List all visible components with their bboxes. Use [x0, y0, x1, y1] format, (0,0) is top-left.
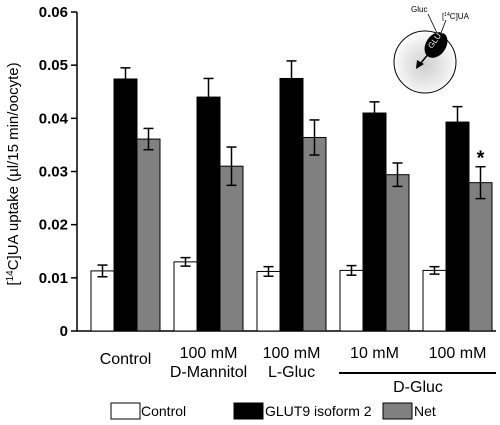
- error-bar-net-0: [143, 127, 154, 151]
- legend-swatch-control: [110, 402, 141, 420]
- category-label: 100 mM: [429, 345, 487, 362]
- y-axis-label: [14C]UA uptake (µl/15 min/oocyte): [5, 62, 23, 285]
- y-ticks: 0 0.01 0.02 0.03 0.04 0.05 0.06: [39, 4, 77, 340]
- legend-label-control: Control: [141, 403, 186, 419]
- error-bar-control-2: [263, 265, 274, 277]
- y-tick-label: 0.06: [39, 4, 68, 21]
- y-axis-label-pre: [: [5, 281, 22, 286]
- legend-item-glut9: GLUT9 isoform 2: [233, 402, 372, 420]
- legend-item-control: Control: [110, 402, 186, 420]
- bar-net-2: [302, 136, 327, 332]
- bar-glut9-4: [445, 121, 470, 332]
- error-bar-net-2: [309, 119, 320, 156]
- inset-ua-sup: 14: [444, 12, 450, 18]
- error-bar-net-1: [226, 146, 237, 187]
- category-labels: Control 100 mM D-Mannitol 100 mM L-Gluc 10 mM…: [100, 345, 487, 381]
- error-bar-glut9-2: [286, 60, 297, 97]
- error-bars: [97, 60, 486, 278]
- legend-label-net: Net: [414, 403, 436, 419]
- legend-swatch-net: [382, 402, 413, 420]
- category-label-line2: L-Gluc: [268, 364, 315, 381]
- y-tick-label: 0.02: [39, 217, 68, 234]
- bar-glut9-0: [113, 78, 138, 332]
- annotations: *: [477, 148, 485, 170]
- gluc-arrow: [427, 13, 438, 34]
- category-label-line1: 100 mM: [263, 345, 321, 362]
- error-bar-glut9-3: [369, 101, 380, 125]
- y-tick-label: 0.05: [39, 57, 68, 74]
- error-bar-net-4: [475, 165, 486, 200]
- bar-control-0: [90, 270, 115, 332]
- error-bar-control-0: [97, 264, 108, 278]
- category-label-line1: 100 mM: [180, 345, 238, 362]
- legend: Control GLUT9 isoform 2 Net: [110, 402, 436, 420]
- error-bar-control-4: [429, 265, 440, 275]
- bar-control-4: [422, 269, 447, 332]
- y-axis-label-post: C]UA uptake (µl/15 min/oocyte): [5, 62, 22, 270]
- bars: [90, 77, 493, 332]
- y-axis-label-sup: 14: [5, 270, 16, 282]
- error-bar-glut9-1: [203, 77, 214, 117]
- legend-swatch-glut9: [233, 402, 264, 420]
- inset-schematic: GLUT9 Gluc [14C]UA: [393, 5, 470, 94]
- legend-label-glut9: GLUT9 isoform 2: [265, 403, 372, 419]
- bar-control-1: [173, 261, 198, 332]
- y-tick-label: 0.01: [39, 270, 68, 287]
- bar-glut9-1: [196, 96, 221, 332]
- category-label: 10 mM: [350, 345, 399, 362]
- group-label: D-Gluc: [393, 379, 443, 396]
- error-bar-control-3: [346, 264, 357, 276]
- bar-glut9-3: [362, 112, 387, 332]
- legend-item-net: Net: [382, 402, 436, 420]
- bar-control-2: [256, 270, 281, 332]
- uptake-arrow-head: [416, 60, 424, 69]
- bar-glut9-2: [279, 77, 304, 332]
- inset-ua-label: [14C]UA: [442, 12, 470, 21]
- bar-net-4: [468, 182, 493, 332]
- bar-control-3: [339, 269, 364, 332]
- inset-ua-post: C]UA: [450, 12, 470, 21]
- category-label: Control: [100, 351, 152, 368]
- error-bar-glut9-0: [120, 67, 131, 91]
- inset-gluc-label: Gluc: [411, 5, 427, 14]
- bar-net-3: [385, 174, 410, 332]
- category-label-line2: D-Mannitol: [170, 364, 247, 381]
- error-bar-control-1: [180, 256, 191, 267]
- uptake-arrow: [419, 39, 441, 65]
- y-tick-label: 0: [60, 323, 68, 340]
- y-tick-label: 0.04: [39, 110, 69, 127]
- bar-net-1: [219, 165, 244, 332]
- y-tick-label: 0.03: [39, 164, 68, 181]
- significance-marker: *: [477, 148, 485, 170]
- ua-arrow: [440, 19, 447, 34]
- bar-net-0: [136, 138, 161, 332]
- error-bar-glut9-4: [452, 105, 463, 139]
- inset-ua-pre: [: [442, 12, 445, 21]
- error-bar-net-3: [392, 162, 403, 188]
